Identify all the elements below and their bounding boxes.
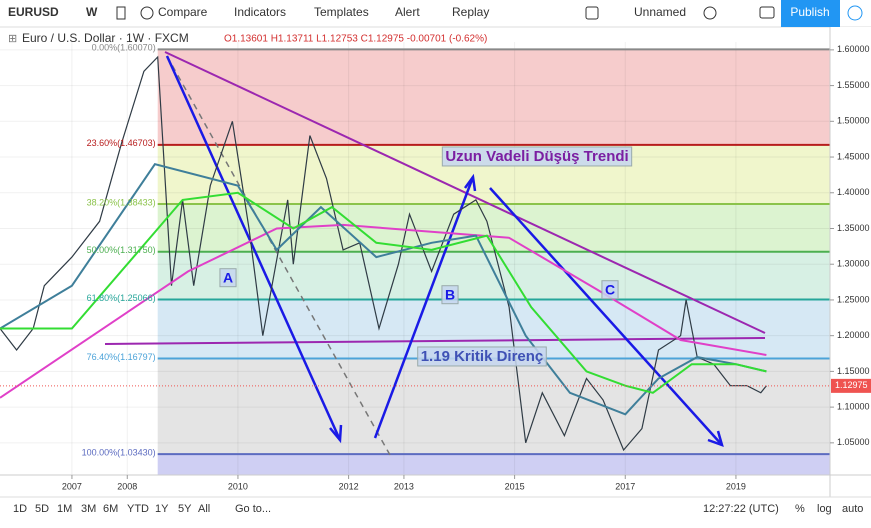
fib-band — [157, 454, 830, 475]
annotation-box — [601, 280, 619, 300]
arrow-b — [373, 176, 475, 439]
fib-label: 100.00%(1.03430) — [82, 447, 156, 457]
range-button[interactable]: 5D — [35, 503, 49, 515]
annotation-box — [441, 285, 459, 305]
top-toolbar — [0, 0, 871, 27]
range-button[interactable]: 1D — [13, 503, 27, 515]
chart-type-icon[interactable] — [116, 6, 126, 20]
arrow-c — [489, 187, 723, 446]
x-tick-label: 2015 — [505, 481, 525, 491]
x-tick-label: 2019 — [726, 481, 746, 491]
annotation: A — [223, 270, 233, 286]
arrow-head — [329, 424, 343, 444]
range-button[interactable]: 5Y — [178, 503, 192, 515]
interval[interactable]: W — [86, 5, 98, 19]
drawings — [0, 51, 830, 456]
range-button[interactable]: All — [198, 503, 210, 515]
ohlc: O1.13601 H1.13711 L1.12753 C1.12975 -0.0… — [224, 34, 487, 45]
y-tick-label: 1.15000 — [837, 366, 870, 376]
x-tick-label: 2007 — [62, 481, 82, 491]
toolbar: EURUSD W Publish Unnamed — [8, 0, 863, 27]
y-tick-label: 1.55000 — [837, 80, 870, 90]
y-tick-label: 1.50000 — [837, 116, 870, 126]
range-button[interactable]: 1M — [57, 503, 72, 515]
fib-label: 0.00%(1.60070) — [92, 43, 156, 53]
annotation-box — [417, 346, 547, 367]
range-button[interactable]: 1Y — [155, 503, 169, 515]
annotation: Uzun Vadeli Düşüş Trendi — [445, 148, 628, 165]
publish-label[interactable]: Publish — [790, 5, 829, 19]
y-tick-label: 1.30000 — [837, 259, 870, 269]
arrow-head — [707, 430, 724, 447]
plot-area — [0, 42, 830, 475]
x-tick-label: 2017 — [615, 481, 635, 491]
symbol[interactable]: EURUSD — [8, 5, 59, 19]
compare-icon[interactable] — [140, 6, 154, 20]
resistance-line — [104, 337, 766, 345]
annotation: C — [605, 282, 615, 298]
select-icon[interactable] — [585, 6, 599, 20]
scale-option[interactable]: auto — [842, 503, 863, 515]
y-tick-label: 1.35000 — [837, 223, 870, 233]
arrow-head — [463, 173, 477, 192]
price-scale — [830, 27, 871, 475]
legend-title: Euro / U.S. Dollar · 1W · FXCM — [22, 31, 189, 45]
range-button[interactable]: 3M — [81, 503, 96, 515]
fib-band — [157, 49, 830, 145]
annotation: B — [445, 287, 455, 303]
moving-average — [0, 163, 767, 416]
layout-name[interactable]: Unnamed — [634, 5, 686, 19]
y-tick-label: 1.25000 — [837, 294, 870, 304]
range-button[interactable]: 6M — [103, 503, 118, 515]
fib-band — [157, 358, 830, 455]
x-tick-label: 2013 — [394, 481, 414, 491]
play-icon[interactable] — [847, 5, 863, 21]
toolbar-button[interactable]: Compare — [158, 5, 208, 19]
last-price-label: 1.12975 — [835, 380, 868, 390]
fib-label: 61.80%(1.25066) — [87, 293, 156, 303]
fib-label: 76.40%(1.16797) — [87, 352, 156, 362]
x-tick-label: 2008 — [117, 481, 137, 491]
fib-label: 38.20%(1.38433) — [87, 197, 156, 207]
price-line — [0, 55, 767, 452]
settings-icon[interactable] — [703, 6, 717, 20]
bottom-bar: 1D 5D 1M 3M 6M YTD 1Y 5Y All Go to... 12:27:22 (UT… — [13, 503, 863, 515]
clock: 12:27:22 (UTC) — [703, 503, 779, 515]
annotation-box — [441, 146, 633, 167]
moving-average — [0, 191, 767, 394]
fib-band — [157, 251, 830, 300]
scale-option[interactable]: % — [795, 503, 805, 515]
x-tick-label: 2010 — [228, 481, 248, 491]
toolbar-button[interactable]: Replay — [452, 5, 489, 19]
y-tick-label: 1.60000 — [837, 44, 870, 54]
snapshot-icon[interactable] — [759, 6, 775, 19]
y-tick-label: 1.05000 — [837, 437, 870, 447]
fib-band — [157, 203, 830, 252]
y-tick-label: 1.45000 — [837, 151, 870, 161]
arrow-a — [165, 55, 342, 441]
scale-option[interactable]: log — [817, 503, 832, 515]
trend-line — [164, 51, 766, 334]
range-button[interactable]: YTD — [127, 503, 149, 515]
annotation: 1.19 Kritik Direnç — [421, 348, 544, 365]
fib-label: 23.60%(1.46703) — [87, 138, 156, 148]
moving-average — [0, 223, 767, 399]
toolbar-button[interactable]: Alert — [395, 5, 420, 19]
x-tick-label: 2012 — [339, 481, 359, 491]
toolbar-button[interactable]: Templates — [314, 5, 369, 19]
fib-label: 50.00%(1.31750) — [87, 245, 156, 255]
goto-button[interactable]: Go to... — [235, 503, 271, 515]
y-tick-label: 1.10000 — [837, 401, 870, 411]
last-price-box — [831, 378, 871, 393]
y-tick-label: 1.20000 — [837, 330, 870, 340]
collapse-icon: ⊞ — [8, 33, 17, 45]
y-tick-label: 1.40000 — [837, 187, 870, 197]
annotation-box — [219, 268, 237, 288]
publish-button[interactable] — [781, 0, 840, 27]
toolbar-button[interactable]: Indicators — [234, 5, 286, 19]
